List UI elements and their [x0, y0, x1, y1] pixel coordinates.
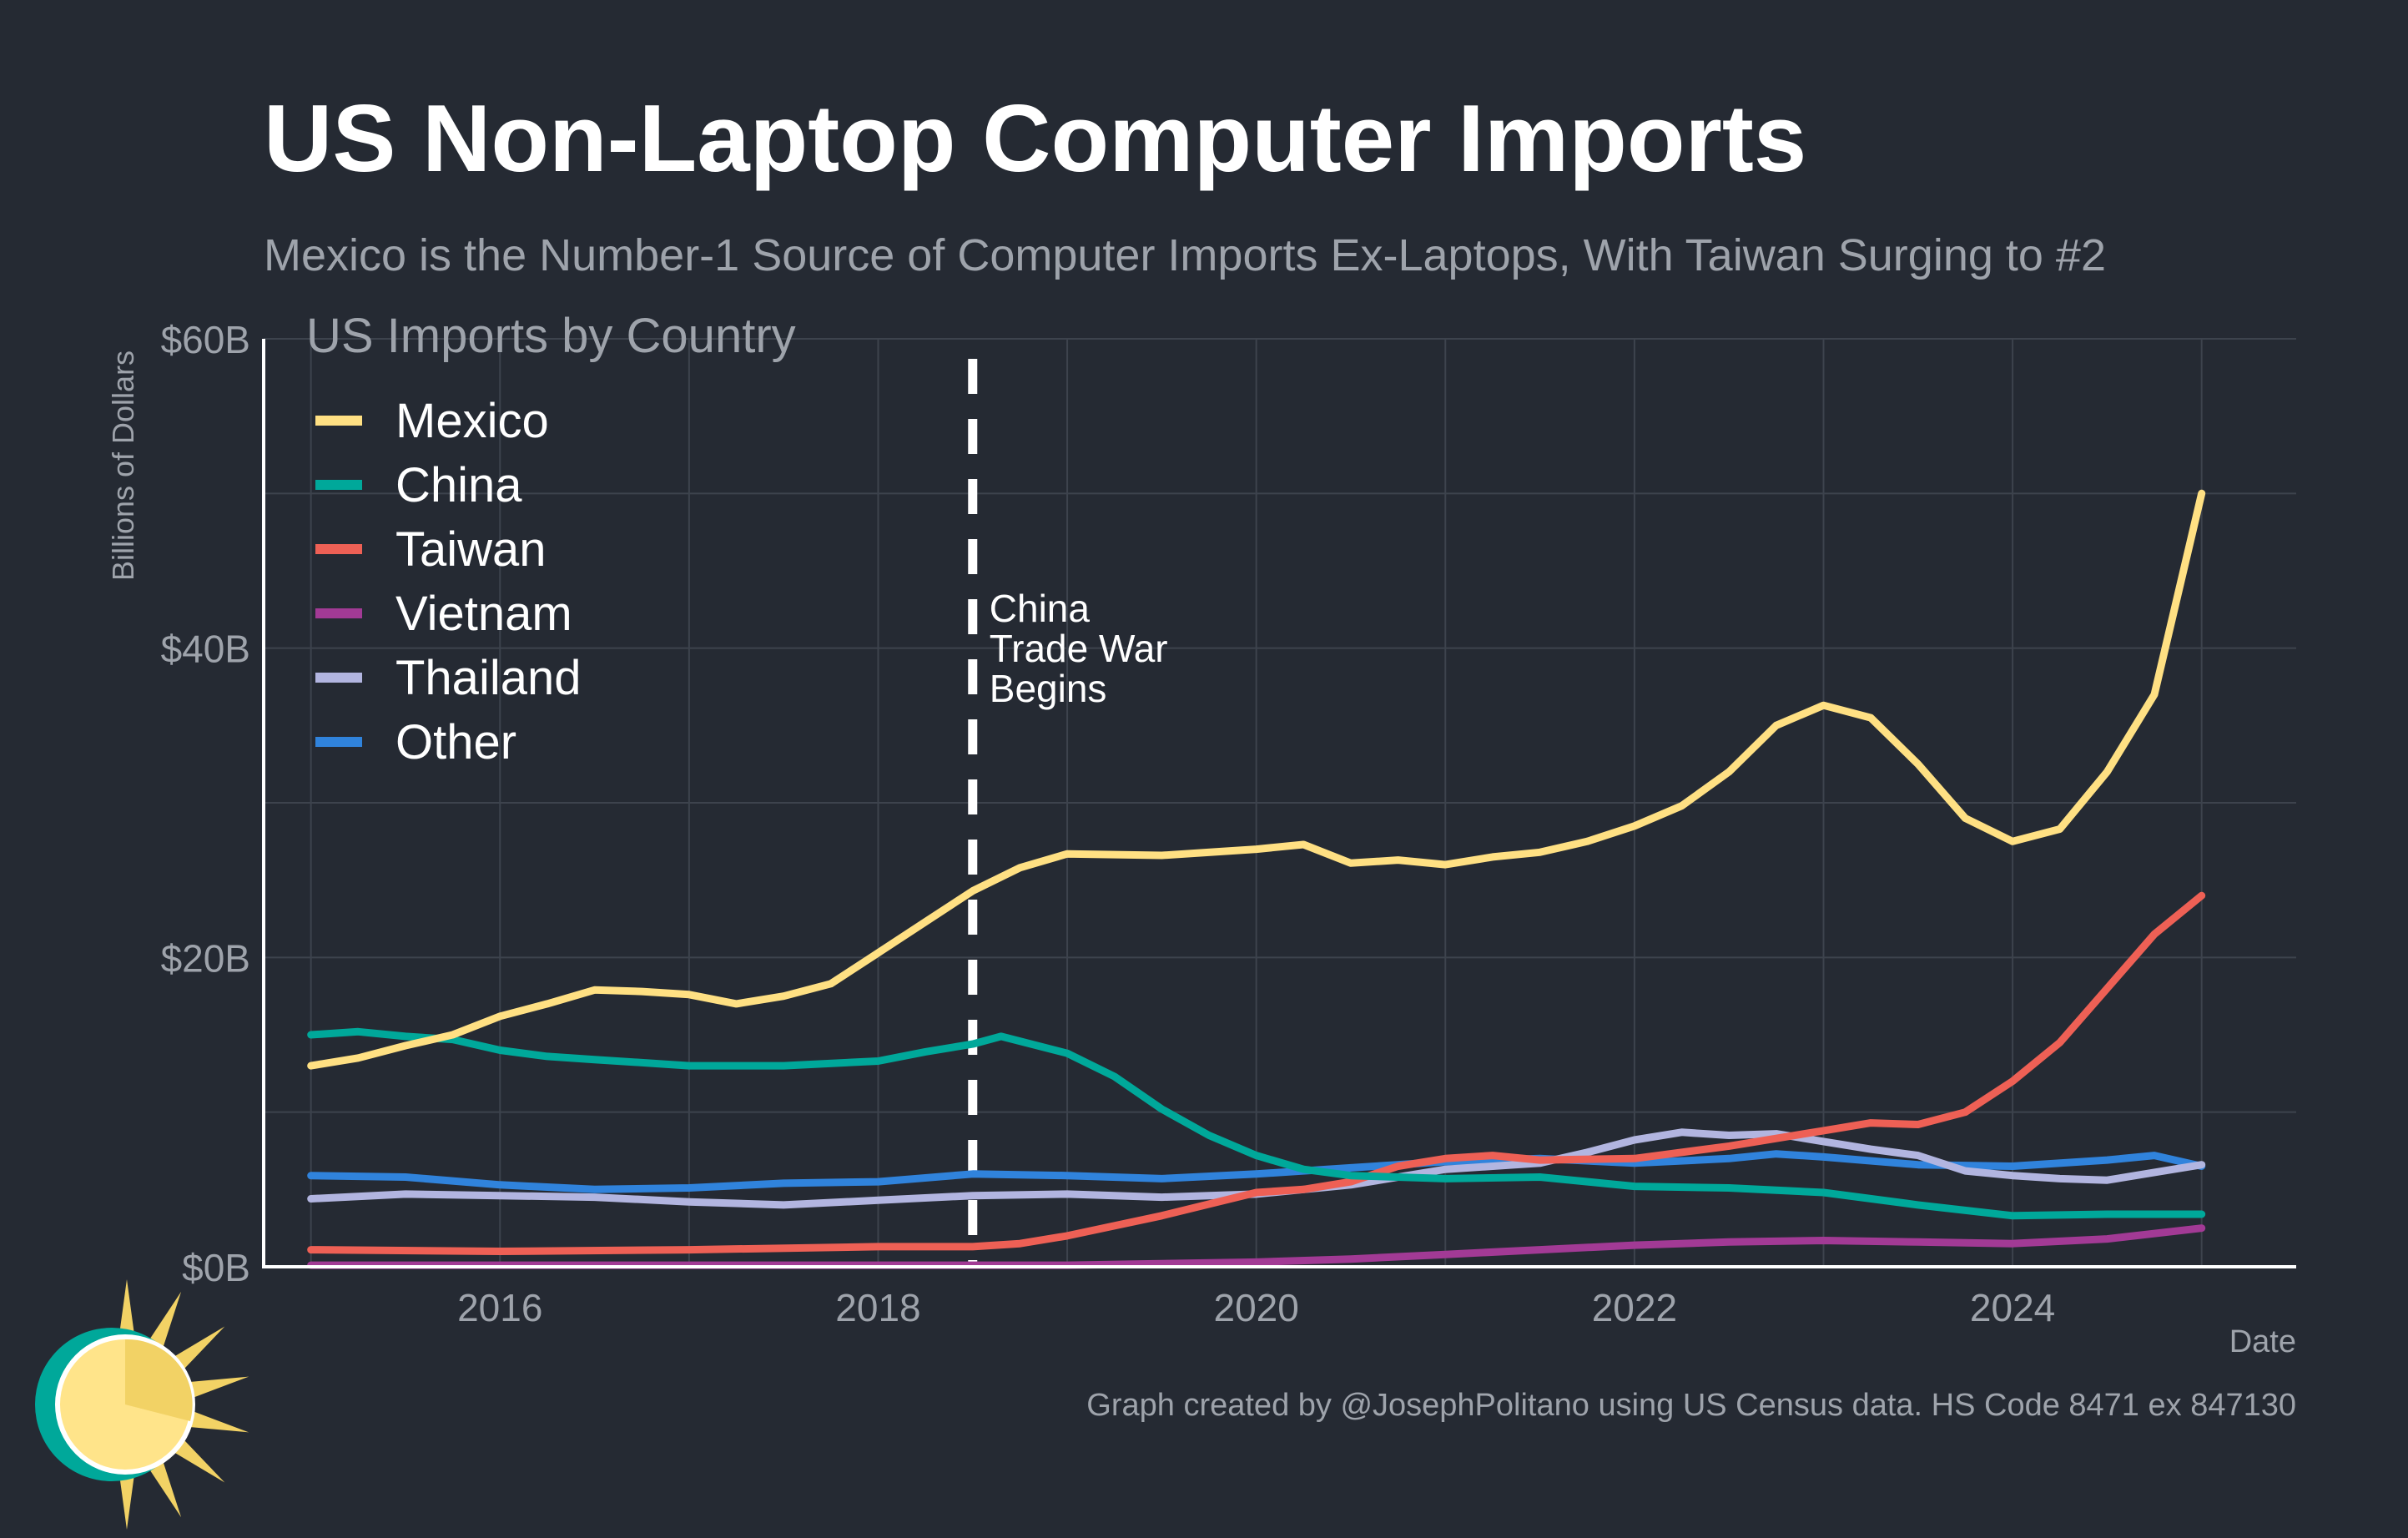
series-layer: [307, 489, 2206, 1269]
legend-label-china: China: [395, 458, 522, 512]
axis-layer: $0B $20B $40B $60B 2016 2018 2020 2022 2024 Date B…: [106, 318, 2296, 1359]
y-tick-label: $0B: [182, 1246, 250, 1289]
legend-label-taiwan: Taiwan: [395, 522, 547, 577]
sun-logo-icon: [35, 1279, 249, 1530]
sun-shade: [125, 1339, 193, 1421]
x-tick-label: 2020: [1214, 1286, 1299, 1329]
x-axis-label: Date: [2229, 1324, 2296, 1359]
legend: US Imports by Country Mexico China Taiwan Vi…: [306, 309, 796, 769]
annotation-text: Begins: [990, 667, 1107, 710]
chart-title: US Non-Laptop Computer Imports: [264, 86, 1807, 192]
x-tick-label: 2024: [1970, 1286, 2055, 1329]
legend-label-mexico: Mexico: [395, 394, 549, 448]
x-tick-label: 2018: [835, 1286, 920, 1329]
sun-ray: [148, 1291, 182, 1349]
annotation-text: Trade War: [990, 627, 1168, 670]
annotation-text: China: [990, 587, 1091, 630]
sun-ray: [174, 1440, 225, 1483]
y-tick-label: $40B: [161, 628, 250, 671]
series-line-vietnam: [307, 1224, 2206, 1269]
legend-label-other: Other: [395, 715, 516, 769]
series-line-china: [307, 1027, 2206, 1220]
legend-title: US Imports by Country: [306, 309, 796, 363]
x-tick-label: 2016: [457, 1286, 542, 1329]
y-tick-label: $20B: [161, 936, 250, 980]
y-axis-label: Billions of Dollars: [106, 350, 140, 581]
sun-ray: [189, 1376, 249, 1398]
sun-ray: [118, 1279, 135, 1339]
sun-ray: [148, 1460, 182, 1518]
sun-ray: [174, 1326, 225, 1369]
legend-label-thailand: Thailand: [395, 651, 581, 705]
sun-ray: [118, 1470, 135, 1530]
series-line-mexico: [307, 489, 2206, 1070]
source-credit: Graph created by @JosephPolitano using U…: [1086, 1388, 2296, 1423]
y-tick-label: $60B: [161, 318, 250, 361]
sun-ray: [189, 1411, 249, 1433]
x-tick-label: 2022: [1592, 1286, 1677, 1329]
series-line-taiwan: [307, 891, 2206, 1255]
chart-subtitle: Mexico is the Number-1 Source of Compute…: [264, 230, 2106, 280]
legend-label-vietnam: Vietnam: [395, 587, 572, 641]
grid-layer: [264, 338, 2296, 1267]
